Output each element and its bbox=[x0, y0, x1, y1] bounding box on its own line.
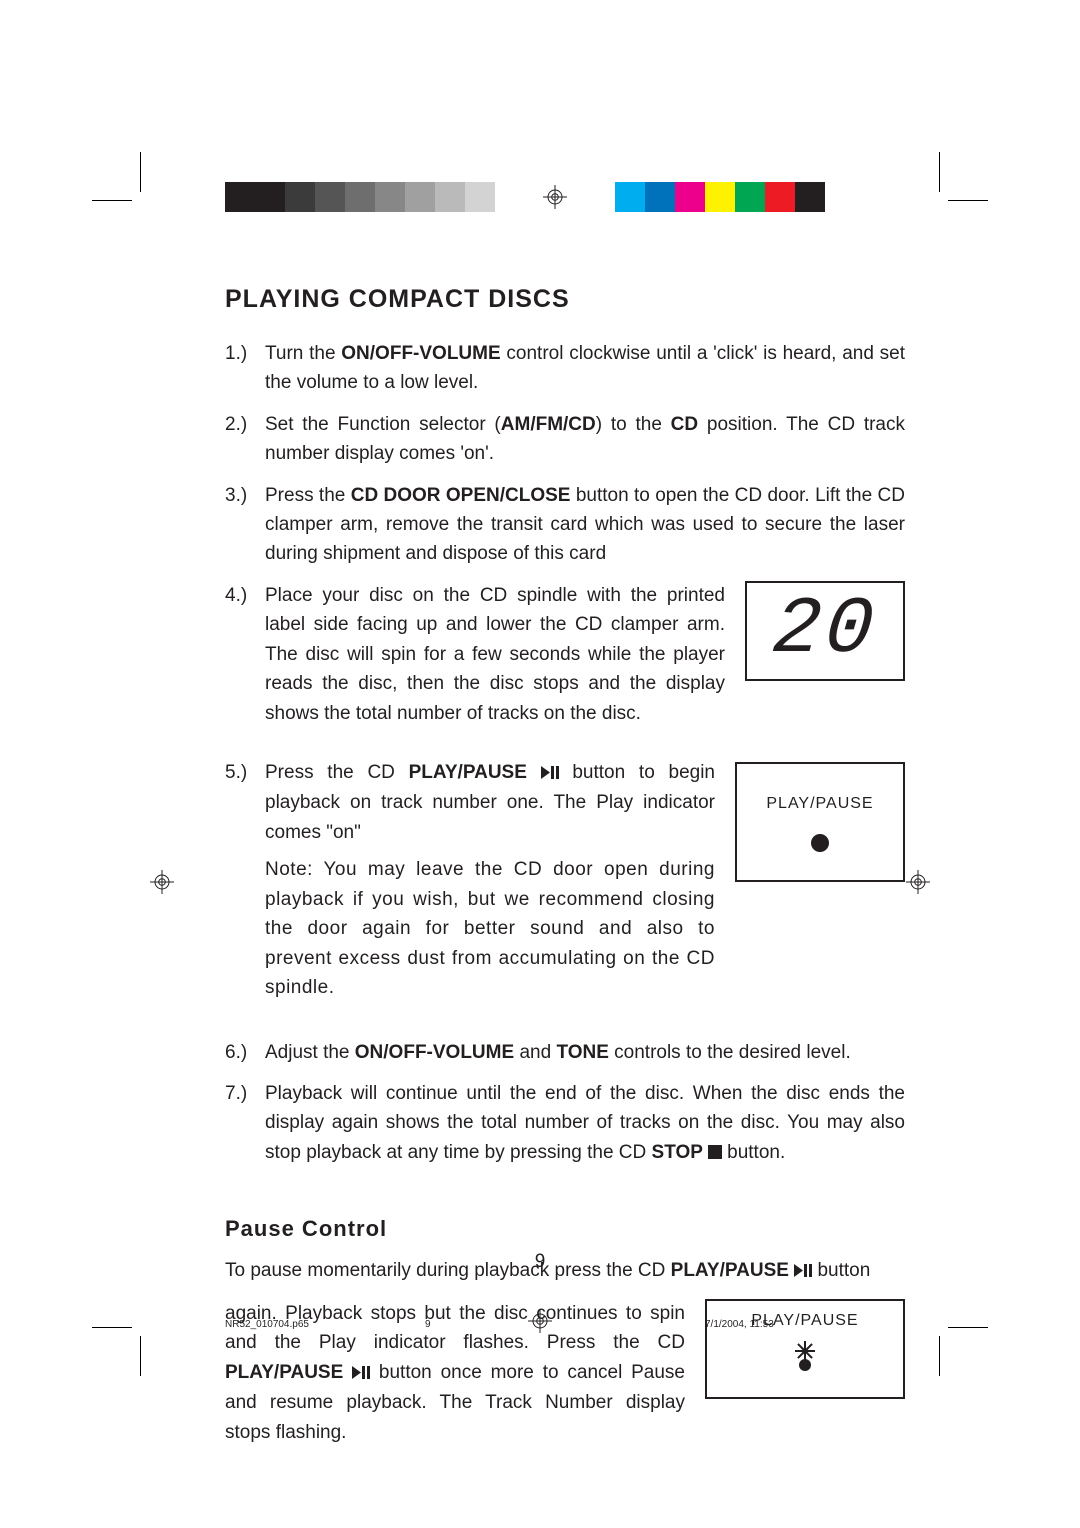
step-number: 4.) bbox=[225, 581, 265, 728]
note-text: Note: You may leave the CD door open dur… bbox=[265, 859, 715, 998]
text: Place your disc on the CD spindle with t… bbox=[265, 581, 725, 728]
figure-play-indicator: PLAY/PAUSE bbox=[735, 762, 905, 882]
bold-text: AM/FM/CD bbox=[501, 414, 596, 435]
text: Press the bbox=[265, 485, 351, 506]
step-1: 1.) Turn the ON/OFF-VOLUME control clock… bbox=[225, 339, 905, 398]
figure-track-display: 20 bbox=[745, 581, 905, 681]
text: Turn the bbox=[265, 343, 341, 364]
step-3: 3.) Press the CD DOOR OPEN/CLOSE button … bbox=[225, 481, 905, 569]
footer-filename: NR52_010704.p65 bbox=[225, 1319, 425, 1330]
step-number: 2.) bbox=[225, 410, 265, 469]
step-number: 5.) bbox=[225, 758, 265, 1003]
track-count-value: 20 bbox=[769, 591, 880, 671]
text: controls to the desired level. bbox=[609, 1042, 851, 1063]
step-7: 7.) Playback will continue until the end… bbox=[225, 1079, 905, 1167]
text: Set the Function selector ( bbox=[265, 414, 501, 435]
text: and bbox=[514, 1042, 556, 1063]
footer-date: 7/1/2004, 11:53 bbox=[705, 1319, 905, 1330]
section-title: Pause Control bbox=[225, 1212, 905, 1246]
bold-text: TONE bbox=[556, 1042, 608, 1063]
bold-text: PLAY/PAUSE bbox=[225, 1362, 352, 1383]
figure-label: PLAY/PAUSE bbox=[766, 792, 873, 817]
instruction-list: 1.) Turn the ON/OFF-VOLUME control clock… bbox=[225, 339, 905, 1168]
footer-page: 9 bbox=[425, 1319, 600, 1330]
play-pause-icon bbox=[541, 759, 559, 788]
bold-text: ON/OFF-VOLUME bbox=[341, 343, 500, 364]
page-number: 9 bbox=[0, 1251, 1080, 1273]
page-title: PLAYING COMPACT DISCS bbox=[225, 280, 905, 319]
page: PLAYING COMPACT DISCS 1.) Turn the ON/OF… bbox=[0, 0, 1080, 1528]
step-number: 3.) bbox=[225, 481, 265, 569]
text: button. bbox=[722, 1142, 785, 1163]
stop-icon bbox=[708, 1145, 722, 1159]
text: ) to the bbox=[596, 414, 671, 435]
bold-text: CD bbox=[671, 414, 698, 435]
step-2: 2.) Set the Function selector (AM/FM/CD)… bbox=[225, 410, 905, 469]
text: Playback will continue until the end of … bbox=[265, 1083, 905, 1163]
bold-text: STOP bbox=[652, 1142, 708, 1163]
indicator-dot-icon bbox=[811, 834, 829, 852]
print-calibration-strip bbox=[225, 182, 855, 212]
step-4: 4.) Place your disc on the CD spindle wi… bbox=[225, 581, 905, 728]
step-6: 6.) Adjust the ON/OFF-VOLUME and TONE co… bbox=[225, 1038, 905, 1067]
footer-meta: NR52_010704.p65 9 7/1/2004, 11:53 bbox=[225, 1319, 905, 1330]
play-pause-icon bbox=[352, 1359, 370, 1388]
registration-mark-top bbox=[495, 185, 615, 209]
color-strip bbox=[615, 182, 825, 212]
step-5: 5.) Press the CD PLAY/PAUSE button to be… bbox=[225, 758, 905, 1003]
step-number: 7.) bbox=[225, 1079, 265, 1167]
registration-mark-left bbox=[150, 870, 174, 894]
grayscale-strip bbox=[225, 182, 495, 212]
bold-text: CD DOOR OPEN/CLOSE bbox=[351, 485, 571, 506]
step-number: 1.) bbox=[225, 339, 265, 398]
flashing-indicator-icon bbox=[782, 1342, 828, 1388]
step-number: 6.) bbox=[225, 1038, 265, 1067]
bold-text: PLAY/PAUSE bbox=[409, 762, 541, 783]
text: Press the CD bbox=[265, 762, 409, 783]
registration-mark-right bbox=[906, 870, 930, 894]
figure-play-indicator-flashing: PLAY/PAUSE bbox=[705, 1299, 905, 1399]
text: Adjust the bbox=[265, 1042, 355, 1063]
bold-text: ON/OFF-VOLUME bbox=[355, 1042, 514, 1063]
